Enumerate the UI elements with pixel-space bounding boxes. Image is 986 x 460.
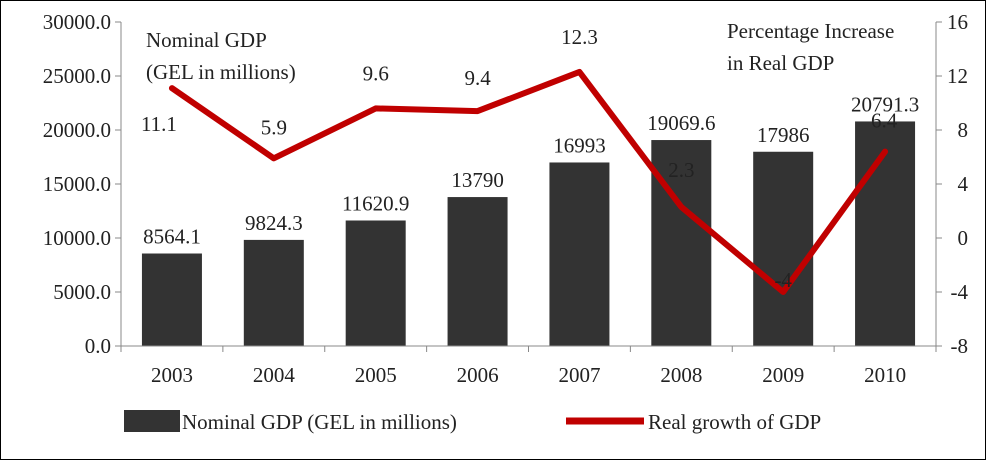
line-series-group — [168, 68, 889, 295]
x-tick-label-2007: 2007 — [558, 363, 600, 387]
bar-value-label-2009: 17986 — [757, 123, 810, 147]
left-tick-label: 15000.0 — [43, 172, 111, 196]
line-labels-group: 11.1 5.9 9.6 9.4 12.3 2.3 -4 6.4 — [141, 25, 898, 292]
left-tick-label: 5000.0 — [53, 280, 111, 304]
axis-titles-group: Nominal GDP (GEL in millions) Percentage… — [146, 19, 894, 84]
bar-2008 — [651, 140, 712, 346]
x-tick-label-2003: 2003 — [151, 363, 193, 387]
legend: Nominal GDP (GEL in millions) Real growt… — [124, 410, 821, 434]
bar-value-label-2006: 13790 — [451, 168, 504, 192]
right-axis-title-line2: in Real GDP — [727, 51, 834, 75]
legend-label-nominal-gdp: Nominal GDP (GEL in millions) — [182, 410, 457, 434]
x-tick-label-2004: 2004 — [253, 363, 296, 387]
right-axis-title-line1: Percentage Increase — [727, 19, 894, 43]
real-growth-line — [168, 68, 889, 295]
real-growth-label-2008: 2.3 — [668, 158, 694, 182]
real-growth-label-2004: 5.9 — [261, 115, 287, 139]
right-tick-label: -4 — [951, 280, 969, 304]
left-axis-title-line2: (GEL in millions) — [146, 60, 296, 84]
x-tick-label-2010: 2010 — [864, 363, 906, 387]
axes-group: 0.0 5000.0 10000.0 15000.0 20000.0 25000.0 300… — [43, 10, 969, 387]
bar-2004 — [243, 239, 304, 346]
right-tick-label: 16 — [947, 10, 968, 34]
x-tick-label-2008: 2008 — [660, 363, 702, 387]
x-tick-label-2006: 2006 — [457, 363, 499, 387]
x-tick-label-2009: 2009 — [762, 363, 804, 387]
bar-2010 — [855, 121, 916, 347]
bar-value-label-2010: 20791.3 — [851, 92, 919, 116]
bar-value-label-2008: 19069.6 — [647, 111, 715, 135]
bar-labels-group: 8564.1 9824.3 11620.9 13790 16993 19069.6 1798… — [143, 92, 919, 248]
bar-value-label-2007: 16993 — [553, 133, 606, 157]
real-growth-label-2003: 11.1 — [141, 112, 177, 136]
real-growth-label-2010: 6.4 — [871, 109, 898, 133]
left-tick-label: 25000.0 — [43, 64, 111, 88]
real-growth-label-2006: 9.4 — [464, 66, 491, 90]
left-tick-label: 0.0 — [85, 334, 111, 358]
right-tick-label: 4 — [958, 172, 969, 196]
bar-value-label-2004: 9824.3 — [245, 211, 303, 235]
real-growth-label-2005: 9.6 — [363, 61, 389, 85]
bar-value-label-2003: 8564.1 — [143, 225, 201, 249]
bar-2009 — [753, 151, 814, 346]
left-tick-label: 20000.0 — [43, 118, 111, 142]
right-tick-label: 0 — [958, 226, 969, 250]
right-tick-label: 12 — [947, 64, 968, 88]
left-tick-label: 10000.0 — [43, 226, 111, 250]
bar-2005 — [345, 220, 406, 346]
left-axis-title-line1: Nominal GDP — [146, 28, 267, 52]
legend-swatch-nominal-gdp — [124, 410, 180, 432]
right-tick-label: 8 — [958, 118, 969, 142]
legend-label-real-growth: Real growth of GDP — [648, 410, 821, 434]
right-tick-label: -8 — [951, 334, 969, 358]
bar-2006 — [447, 197, 508, 346]
x-tick-label-2005: 2005 — [355, 363, 397, 387]
bar-2007 — [549, 162, 610, 346]
real-growth-label-2009: -4 — [774, 268, 792, 292]
bar-series-group — [141, 121, 916, 347]
bar-2003 — [141, 253, 202, 346]
bar-value-label-2005: 11620.9 — [342, 191, 409, 215]
left-tick-label: 30000.0 — [43, 10, 111, 34]
real-growth-label-2007: 12.3 — [561, 25, 598, 49]
